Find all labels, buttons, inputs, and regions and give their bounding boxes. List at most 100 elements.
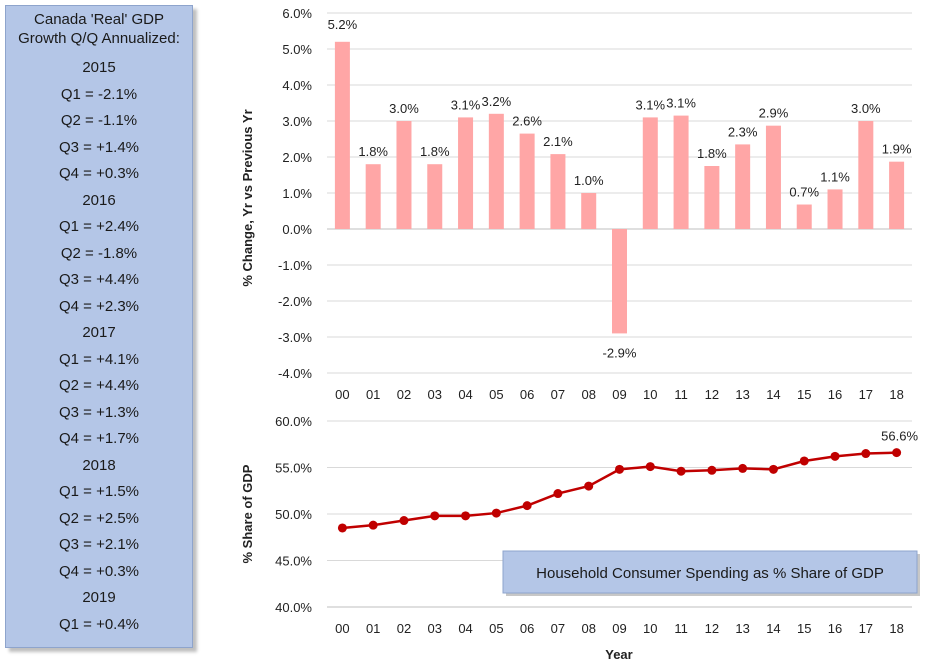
line-point-02 [399, 516, 409, 526]
sidebar-quarter-2015-q4: Q4 = +0.3% [58, 165, 140, 182]
sidebar-quarter-2017-q1: Q1 = +4.1% [58, 350, 140, 368]
sidebar-quarter-2015-q3: Q3 = +1.4% [58, 138, 140, 156]
line-point-00 [337, 523, 347, 533]
bottom-xtick-label: 07 [551, 621, 565, 636]
bottom-xtick-label: 14 [766, 621, 780, 636]
top-xtick-label: 12 [705, 387, 719, 402]
line-point-16 [830, 451, 840, 461]
top-ytick-label: -3.0% [278, 330, 312, 345]
bottom-xtick-label: 18 [889, 621, 903, 636]
top-ytick-label: 2.0% [282, 150, 312, 165]
line-point-07 [553, 489, 563, 499]
bar-14 [765, 125, 781, 229]
top-ytick-label: 6.0% [282, 6, 312, 21]
bar-03 [427, 164, 443, 229]
bar-13 [735, 144, 751, 229]
bar-04 [458, 117, 474, 229]
line-point-08 [584, 481, 594, 491]
bottom-xtick-label: 12 [705, 621, 719, 636]
bottom-ytick-label: 50.0% [275, 507, 312, 522]
bar-02 [396, 121, 412, 229]
line-point-15 [799, 456, 809, 466]
consumer-share-series-line [342, 451, 897, 530]
bar-data-label-00: 5.2% [328, 17, 358, 32]
top-xtick-label: 13 [735, 387, 749, 402]
sidebar-quarter-2015-q1: Q1 = -2.1% [60, 85, 138, 103]
sidebar-year-2018: 2018 [82, 456, 116, 474]
line-point-13 [738, 463, 748, 473]
sidebar-quarter-2016-q3: Q3 = +4.4% [58, 271, 140, 288]
bar-data-label-03: 1.8% [420, 144, 450, 159]
sidebar-year-2019: 2019 [82, 589, 116, 606]
bar-09 [612, 229, 627, 334]
bar-data-label-02: 3.0% [389, 101, 419, 116]
bar-data-label-07: 2.1% [543, 134, 573, 149]
top-xtick-label: 02 [397, 387, 411, 402]
bar-data-label-10: 3.1% [635, 97, 665, 112]
bar-12 [704, 166, 720, 229]
sidebar-quarter-2018-q3: Q3 = +2.1% [58, 536, 140, 553]
line-point-17 [861, 449, 871, 459]
bottom-xtick-label: 04 [458, 621, 472, 636]
bar-11 [673, 115, 689, 229]
bottom-xtick-label: 16 [828, 621, 842, 636]
bottom-ytick-label: 60.0% [275, 414, 312, 429]
top-xtick-label: 17 [859, 387, 873, 402]
top-ytick-label: 0.0% [282, 222, 312, 237]
bottom-xtick-label: 02 [397, 621, 411, 636]
top-xtick-label: 05 [489, 387, 503, 402]
line-point-04 [461, 511, 471, 521]
top-ytick-label: -2.0% [278, 294, 312, 309]
sidebar-title-line2: Growth Q/Q Annualized: [18, 30, 180, 47]
sidebar-year-2016: 2016 [82, 191, 116, 209]
bottom-xtick-label: 01 [366, 621, 380, 636]
bar-16 [827, 189, 843, 229]
bottom-xtick-label: 06 [520, 621, 534, 636]
sidebar-quarter-2017-q2: Q2 = +4.4% [58, 377, 140, 394]
line-point-05 [491, 508, 501, 518]
consumer-share-line-chart: 40.0% 45.0% 50.0% 55.0% 60.0% 56.6% 00 01 02 03 04… [240, 414, 920, 662]
bar-18 [889, 161, 905, 229]
top-ytick-label: -1.0% [278, 258, 312, 273]
bar-data-label-01: 1.8% [358, 144, 388, 159]
bottom-xtick-label: 10 [643, 621, 657, 636]
line-point-18 [892, 448, 902, 458]
line-point-01 [368, 520, 378, 530]
top-ytick-label: 3.0% [282, 114, 312, 129]
top-xtick-label: 03 [428, 387, 442, 402]
top-xtick-label: 01 [366, 387, 380, 402]
top-xtick-label: 16 [828, 387, 842, 402]
bar-00 [334, 41, 350, 229]
sidebar-quarter-2016-q4: Q4 = +2.3% [58, 297, 140, 315]
bar-data-label-17: 3.0% [851, 101, 881, 116]
bar-data-label-06: 2.6% [512, 114, 542, 129]
bar-data-label-09: -2.9% [603, 345, 637, 360]
bottom-xtick-label: 08 [581, 621, 595, 636]
bottom-xtick-label: 15 [797, 621, 811, 636]
annotation-text: Household Consumer Spending as % Share o… [536, 565, 884, 582]
sidebar-quarter-2015-q2: Q2 = -1.1% [60, 112, 138, 129]
gdp-growth-sidebar: Canada 'Real' GDP Growth Q/Q Annualized:… [5, 5, 193, 648]
bar-data-label-15: 0.7% [789, 185, 819, 200]
sidebar-title-line1: Canada 'Real' GDP [34, 11, 164, 28]
x-axis-title: Year [605, 647, 632, 662]
line-point-14 [768, 464, 778, 474]
bar-08 [581, 193, 597, 229]
bar-05 [488, 113, 504, 229]
bar-17 [858, 121, 874, 229]
bar-data-label-05: 3.2% [482, 94, 512, 109]
sidebar-quarter-2018-q4: Q4 = +0.3% [58, 562, 140, 580]
sidebar-quarter-2016-q1: Q1 = +2.4% [58, 218, 140, 235]
sidebar-quarter-2019-q1: Q1 = +0.4% [58, 615, 140, 633]
sidebar-year-2015: 2015 [82, 59, 116, 76]
bar-data-label-14: 2.9% [759, 106, 789, 121]
sidebar-year-2017: 2017 [82, 324, 116, 341]
top-xtick-label: 10 [643, 387, 657, 402]
bottom-xtick-label: 11 [674, 621, 688, 636]
bar-06 [519, 133, 535, 229]
bottom-xtick-label: 03 [428, 621, 442, 636]
bar-15 [796, 204, 812, 229]
bottom-xtick-label: 17 [859, 621, 873, 636]
top-xtick-label: 15 [797, 387, 811, 402]
